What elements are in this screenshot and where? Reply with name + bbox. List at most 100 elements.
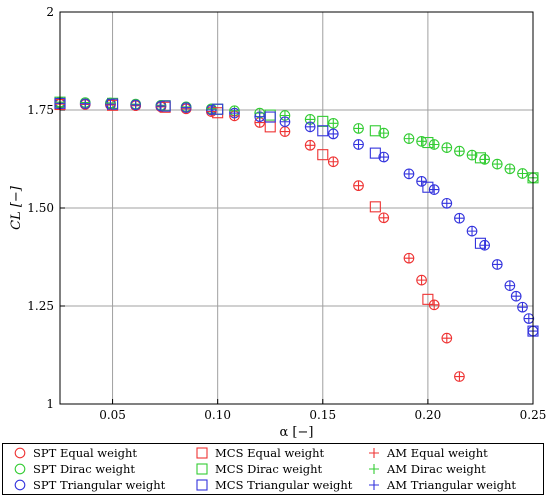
am-dirac-weight-point bbox=[441, 142, 452, 153]
am-triangular-weight-point bbox=[80, 98, 91, 109]
circle-marker-icon bbox=[14, 447, 26, 459]
legend-label: SPT Triangular weight bbox=[33, 478, 166, 492]
am-triangular-weight-point bbox=[504, 280, 515, 291]
legend-item-am-triangular-weight: AM Triangular weight bbox=[367, 477, 516, 493]
legend-marker bbox=[196, 447, 208, 459]
x-tick-label: 0.10 bbox=[204, 408, 231, 422]
legend-marker bbox=[14, 447, 26, 459]
am-dirac-weight-point bbox=[328, 118, 339, 129]
am-equal-weight-point bbox=[353, 180, 364, 191]
am-equal-weight-point bbox=[416, 275, 427, 286]
x-axis-label: α [−] bbox=[280, 425, 314, 440]
scatter-chart: 0.05 0.10 0.15 0.20 0.25 1 1.25 1.50 1.75 2 α [−]… bbox=[9, 5, 546, 440]
mcs-equal-weight-point bbox=[369, 201, 381, 213]
legend-label: AM Triangular weight bbox=[387, 478, 517, 492]
legend-label: SPT Equal weight bbox=[33, 446, 138, 460]
am-equal-weight-point bbox=[328, 156, 339, 167]
legend-marker bbox=[14, 463, 26, 475]
am-triangular-weight-point bbox=[523, 313, 534, 324]
circle-marker-icon bbox=[14, 479, 26, 491]
am-triangular-weight-point bbox=[441, 198, 452, 209]
legend-label: AM Dirac weight bbox=[387, 462, 486, 476]
am-triangular-weight-point bbox=[479, 240, 490, 251]
plot-frame bbox=[59, 11, 534, 405]
am-triangular-weight-point bbox=[511, 291, 522, 302]
series-spt-equal-weight bbox=[54, 98, 465, 382]
am-triangular-weight-point bbox=[353, 139, 364, 150]
legend-item-spt-equal-weight: SPT Equal weight bbox=[13, 445, 137, 461]
am-dirac-weight-point bbox=[429, 139, 440, 150]
am-equal-weight-point bbox=[403, 253, 414, 264]
series-spt-triangular-weight bbox=[54, 97, 539, 337]
mcs-triangular-weight-point bbox=[317, 125, 329, 137]
grid-lines bbox=[60, 11, 534, 405]
legend-label: MCS Equal weight bbox=[215, 446, 325, 460]
plus-marker-icon bbox=[369, 448, 379, 458]
square-marker-icon bbox=[196, 479, 208, 491]
tick-labels: 0.05 0.10 0.15 0.20 0.25 1 1.25 1.50 1.75 2 bbox=[27, 5, 546, 422]
am-dirac-weight-point bbox=[504, 163, 515, 174]
am-dirac-weight-point bbox=[416, 136, 427, 147]
mcs-equal-weight-point bbox=[264, 121, 276, 133]
legend-label: MCS Dirac weight bbox=[215, 462, 323, 476]
y-tick-label: 1.75 bbox=[27, 103, 54, 117]
am-triangular-weight-point bbox=[105, 99, 116, 110]
legend-label: AM Equal weight bbox=[387, 446, 488, 460]
am-triangular-weight-point bbox=[279, 116, 290, 127]
am-triangular-weight-point bbox=[305, 121, 316, 132]
am-triangular-weight-point bbox=[492, 259, 503, 270]
legend-item-am-dirac-weight: AM Dirac weight bbox=[367, 461, 486, 477]
am-equal-weight-point bbox=[305, 140, 316, 151]
am-equal-weight-point bbox=[454, 371, 465, 382]
am-dirac-weight-point bbox=[479, 154, 490, 165]
y-tick-label: 1 bbox=[46, 397, 54, 411]
am-dirac-weight-point bbox=[454, 146, 465, 157]
mcs-triangular-weight-point bbox=[422, 181, 434, 193]
data-marks bbox=[54, 96, 539, 382]
am-dirac-weight-point bbox=[492, 159, 503, 170]
am-triangular-weight-point bbox=[454, 213, 465, 224]
legend-item-mcs-triangular-weight: MCS Triangular weight bbox=[195, 477, 352, 493]
am-triangular-weight-point bbox=[403, 168, 414, 179]
plus-marker-icon bbox=[369, 464, 379, 474]
legend-marker bbox=[14, 479, 26, 491]
mcs-triangular-weight-point bbox=[474, 237, 486, 249]
legend-label: SPT Dirac weight bbox=[33, 462, 136, 476]
legend-marker bbox=[196, 479, 208, 491]
am-equal-weight-point bbox=[429, 299, 440, 310]
am-triangular-weight-point bbox=[328, 128, 339, 139]
mcs-equal-weight-point bbox=[317, 149, 329, 161]
am-equal-weight-point bbox=[378, 212, 389, 223]
mcs-equal-weight-point bbox=[422, 293, 434, 305]
am-triangular-weight-point bbox=[467, 226, 478, 237]
y-tick-label: 1.25 bbox=[27, 299, 54, 313]
legend-label: MCS Triangular weight bbox=[215, 478, 353, 492]
mcs-dirac-weight-point bbox=[422, 136, 434, 149]
x-tick-label: 0.05 bbox=[99, 408, 126, 422]
legend-marker bbox=[196, 463, 208, 475]
legend-item-am-equal-weight: AM Equal weight bbox=[367, 445, 488, 461]
legend-item-mcs-equal-weight: MCS Equal weight bbox=[195, 445, 324, 461]
am-triangular-weight-point bbox=[155, 101, 166, 112]
am-triangular-weight-point bbox=[378, 152, 389, 163]
am-triangular-weight-point bbox=[130, 99, 141, 110]
legend-marker bbox=[369, 464, 379, 474]
x-tick-label: 0.15 bbox=[309, 408, 336, 422]
am-triangular-weight-point bbox=[206, 105, 217, 115]
square-marker-icon bbox=[196, 463, 208, 475]
x-tick-label: 0.25 bbox=[520, 408, 547, 422]
legend-item-spt-dirac-weight: SPT Dirac weight bbox=[13, 461, 135, 477]
legend-item-mcs-dirac-weight: MCS Dirac weight bbox=[195, 461, 322, 477]
am-triangular-weight-point bbox=[181, 102, 192, 113]
legend-item-spt-triangular-weight: SPT Triangular weight bbox=[13, 477, 165, 493]
plus-marker-icon bbox=[369, 480, 379, 490]
y-axis-label: CL [−] bbox=[9, 185, 24, 230]
am-triangular-weight-point bbox=[429, 184, 440, 195]
mcs-dirac-weight-point bbox=[369, 125, 381, 137]
am-triangular-weight-point bbox=[517, 302, 528, 313]
am-dirac-weight-point bbox=[353, 123, 364, 134]
mcs-dirac-weight-point bbox=[474, 152, 486, 164]
am-triangular-weight-point bbox=[416, 176, 427, 187]
square-marker-icon bbox=[196, 447, 208, 459]
series-am-triangular-weight bbox=[55, 98, 538, 337]
